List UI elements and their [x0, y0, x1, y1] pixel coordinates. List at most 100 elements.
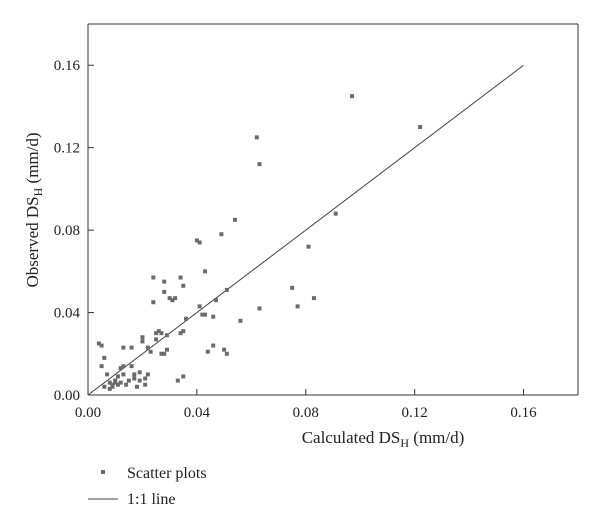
- scatter-point: [290, 285, 295, 290]
- scatter-point: [203, 269, 208, 274]
- scatter-point: [197, 240, 202, 245]
- scatter-point: [107, 386, 112, 391]
- legend: Scatter plots 1:1 line: [88, 465, 207, 508]
- x-tick-label: 0.04: [184, 405, 211, 421]
- y-tick-label: 0.08: [54, 223, 80, 239]
- scatter-point: [118, 366, 123, 371]
- scatter-point: [184, 316, 188, 321]
- scatter-point: [151, 300, 156, 305]
- scatter-point: [200, 312, 205, 317]
- x-tick-label: 0.00: [75, 405, 101, 421]
- scatter-point: [121, 364, 126, 369]
- scatter-point: [129, 364, 134, 369]
- scatter-point: [145, 345, 150, 350]
- scatter-points: [96, 94, 423, 391]
- scatter-point: [132, 376, 137, 381]
- scatter-point: [197, 304, 202, 309]
- scatter-point: [194, 238, 199, 243]
- scatter-point: [178, 275, 183, 280]
- scatter-point: [126, 378, 131, 383]
- y-axis-title: Observed DSH (mm/d): [23, 132, 45, 287]
- scatter-point: [140, 339, 145, 344]
- scatter-point: [99, 343, 104, 348]
- scatter-point: [219, 232, 224, 237]
- scatter-point: [203, 312, 208, 317]
- scatter-point: [105, 372, 110, 377]
- y-tick-label: 0.00: [54, 388, 80, 404]
- scatter-point: [205, 349, 210, 354]
- scatter-point: [306, 244, 311, 249]
- scatter-point: [181, 374, 186, 379]
- scatter-point: [156, 329, 161, 334]
- scatter-point: [121, 372, 126, 377]
- one-to-one-line-group: [87, 64, 524, 396]
- scatter-point: [102, 355, 107, 360]
- scatter-point: [173, 296, 178, 301]
- x-tick-label: 0.12: [402, 405, 428, 421]
- legend-marker-scatter: [101, 470, 105, 474]
- scatter-point: [224, 287, 229, 292]
- scatter-point: [151, 275, 156, 280]
- scatter-point: [254, 135, 259, 140]
- scatter-point: [211, 314, 216, 319]
- scatter-point: [145, 372, 150, 377]
- x-axis-title: Calculated DSH (mm/d): [302, 428, 465, 450]
- x-ticks: 0.00 0.04 0.08 0.12 0.16: [75, 389, 537, 421]
- scatter-point: [115, 374, 120, 379]
- x-tick-label: 0.16: [510, 405, 537, 421]
- scatter-point: [132, 372, 137, 377]
- scatter-point: [96, 341, 101, 346]
- scatter-point: [121, 345, 126, 350]
- scatter-point: [224, 351, 229, 356]
- scatter-point: [175, 378, 180, 383]
- y-ticks: 0.00 0.04 0.08 0.12 0.16: [54, 58, 94, 404]
- scatter-point: [113, 380, 118, 385]
- y-tick-label: 0.16: [54, 58, 81, 74]
- scatter-point: [164, 347, 169, 352]
- one-to-one-line: [87, 64, 524, 396]
- scatter-point: [137, 370, 142, 375]
- scatter-point: [140, 335, 145, 340]
- scatter-point: [99, 364, 104, 369]
- scatter-point: [148, 349, 153, 354]
- scatter-point: [233, 217, 237, 222]
- scatter-point: [170, 298, 175, 303]
- scatter-point: [418, 125, 423, 130]
- scatter-point: [167, 296, 172, 301]
- scatter-point: [129, 345, 134, 350]
- scatter-point: [118, 380, 123, 385]
- scatter-point: [154, 331, 159, 336]
- x-tick-label: 0.08: [293, 405, 319, 421]
- scatter-point: [178, 331, 183, 336]
- scatter-point: [102, 384, 107, 389]
- scatter-point: [181, 283, 186, 288]
- legend-label-scatter: Scatter plots: [127, 465, 207, 482]
- scatter-point: [159, 331, 164, 336]
- scatter-point: [257, 306, 262, 311]
- scatter-point: [124, 382, 129, 387]
- scatter-point: [162, 279, 167, 284]
- scatter-point: [222, 347, 227, 352]
- scatter-point: [162, 351, 167, 356]
- scatter-point: [162, 289, 167, 294]
- scatter-point: [143, 376, 148, 381]
- scatter-point: [257, 162, 262, 167]
- scatter-point: [137, 378, 142, 383]
- scatter-point: [311, 296, 316, 301]
- scatter-point: [107, 380, 112, 385]
- scatter-point: [110, 384, 115, 389]
- scatter-point: [211, 343, 216, 348]
- scatter-point: [115, 382, 120, 387]
- scatter-point: [213, 298, 218, 303]
- y-tick-label: 0.04: [54, 306, 81, 322]
- scatter-point: [238, 318, 243, 323]
- scatter-point: [113, 378, 118, 383]
- scatter-point: [164, 333, 169, 338]
- scatter-point: [135, 384, 139, 389]
- scatter-point: [143, 382, 148, 387]
- scatter-point: [110, 382, 115, 387]
- plot-area: [87, 23, 579, 396]
- scatter-point: [181, 329, 186, 334]
- scatter-point: [350, 94, 355, 99]
